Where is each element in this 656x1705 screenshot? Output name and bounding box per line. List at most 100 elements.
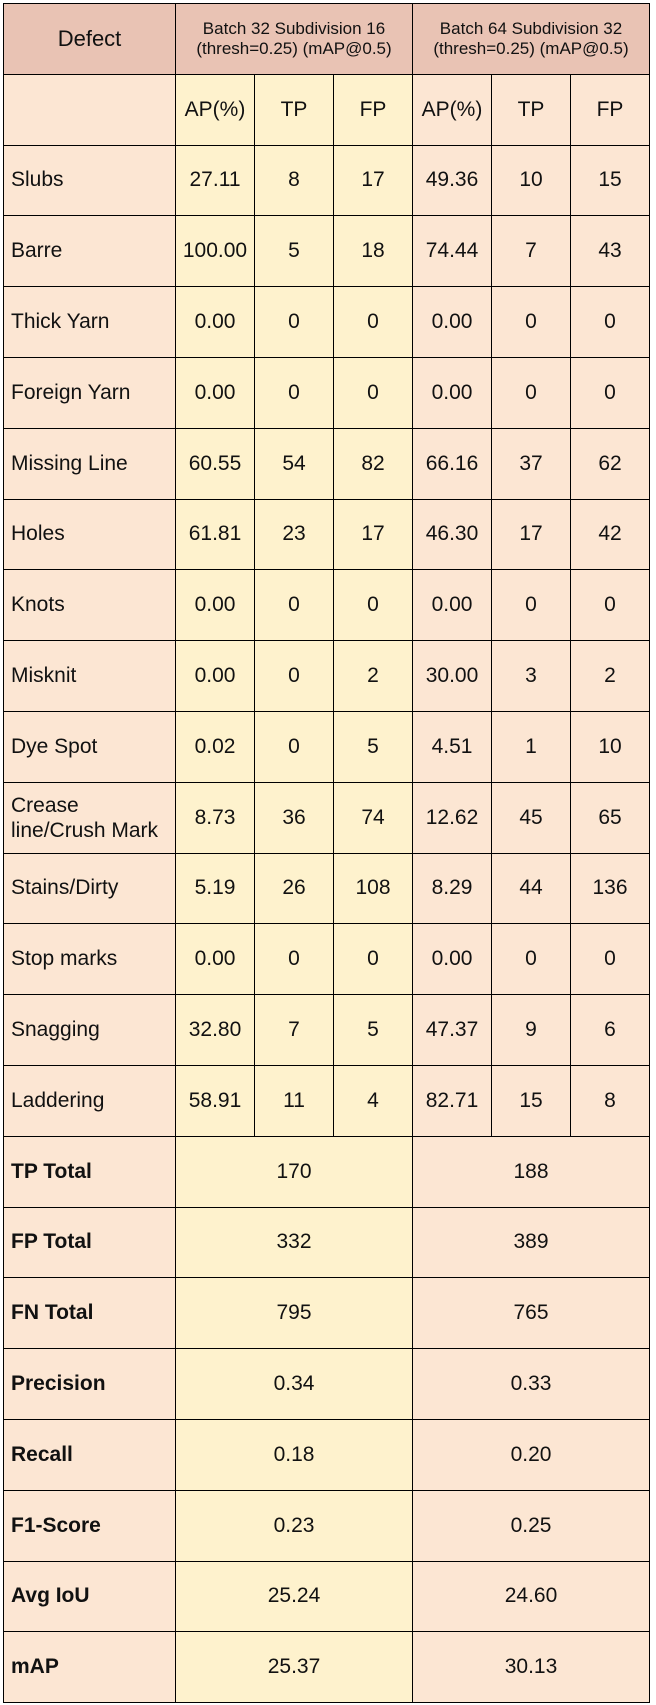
- cell-ap-2: 0.00: [412, 356, 492, 429]
- defect-row: Stains/Dirty 5.19 26 108 8.29 44 136: [3, 852, 650, 925]
- cell-fp-1: 82: [333, 427, 413, 500]
- summary-row: FP Total 332 389: [3, 1206, 650, 1279]
- header-group-batch32: Batch 32 Subdivision 16 (thresh=0.25) (m…: [175, 3, 413, 75]
- defect-label: Snagging: [3, 994, 176, 1066]
- cell-tp-1: 11: [254, 1064, 334, 1137]
- subheader-fp-2: FP: [570, 73, 650, 146]
- defect-label: Crease line/Crush Mark: [3, 781, 176, 854]
- cell-fp-2: 0: [570, 569, 650, 642]
- cell-tp-1: 36: [254, 781, 334, 854]
- subheader-tp-1: TP: [254, 73, 334, 146]
- summary-value-batch64: 0.20: [412, 1418, 650, 1491]
- defect-label: Laddering: [3, 1064, 176, 1137]
- defect-row: Snagging 32.80 7 5 47.37 9 6: [3, 994, 650, 1066]
- header-group-batch64: Batch 64 Subdivision 32 (thresh=0.25) (m…: [412, 3, 650, 75]
- cell-fp-1: 0: [333, 923, 413, 996]
- defect-row: Knots 0.00 0 0 0.00 0 0: [3, 569, 650, 642]
- cell-fp-2: 0: [570, 923, 650, 996]
- subheader-fp-1: FP: [333, 73, 413, 146]
- cell-tp-1: 0: [254, 923, 334, 996]
- cell-fp-1: 17: [333, 498, 413, 571]
- cell-tp-1: 8: [254, 144, 334, 217]
- cell-tp-2: 15: [491, 1064, 571, 1137]
- summary-value-batch64: 389: [412, 1206, 650, 1279]
- cell-fp-2: 42: [570, 498, 650, 571]
- cell-tp-1: 26: [254, 852, 334, 925]
- summary-label: Avg IoU: [3, 1560, 176, 1633]
- cell-ap-1: 0.00: [175, 286, 255, 358]
- cell-tp-2: 0: [491, 356, 571, 429]
- summary-row: F1-Score 0.23 0.25: [3, 1489, 650, 1562]
- defect-label: Stains/Dirty: [3, 852, 176, 925]
- cell-tp-1: 5: [254, 215, 334, 288]
- summary-value-batch64: 0.33: [412, 1348, 650, 1420]
- cell-tp-2: 1: [491, 710, 571, 783]
- cell-ap-2: 49.36: [412, 144, 492, 217]
- cell-ap-1: 100.00: [175, 215, 255, 288]
- header-defect: Defect: [3, 3, 176, 75]
- cell-fp-1: 5: [333, 710, 413, 783]
- cell-ap-2: 66.16: [412, 427, 492, 500]
- defect-row: Missing Line 60.55 54 82 66.16 37 62: [3, 427, 650, 500]
- cell-fp-1: 4: [333, 1064, 413, 1137]
- cell-tp-1: 7: [254, 994, 334, 1066]
- summary-row: Precision 0.34 0.33: [3, 1348, 650, 1420]
- cell-fp-1: 74: [333, 781, 413, 854]
- cell-fp-1: 108: [333, 852, 413, 925]
- summary-value-batch64: 188: [412, 1135, 650, 1208]
- subheader-ap-1: AP(%): [175, 73, 255, 146]
- cell-tp-2: 0: [491, 569, 571, 642]
- cell-tp-2: 17: [491, 498, 571, 571]
- cell-ap-1: 61.81: [175, 498, 255, 571]
- summary-value-batch32: 25.24: [175, 1560, 413, 1633]
- summary-row: Recall 0.18 0.20: [3, 1418, 650, 1491]
- summary-value-batch32: 332: [175, 1206, 413, 1279]
- cell-tp-2: 37: [491, 427, 571, 500]
- cell-ap-2: 74.44: [412, 215, 492, 288]
- cell-ap-2: 47.37: [412, 994, 492, 1066]
- summary-label: Recall: [3, 1418, 176, 1491]
- summary-value-batch32: 795: [175, 1277, 413, 1350]
- summary-label: Precision: [3, 1348, 176, 1420]
- subheader-row: AP(%) TP FP AP(%) TP FP: [3, 73, 650, 146]
- cell-tp-2: 3: [491, 640, 571, 712]
- defect-label: Slubs: [3, 144, 176, 217]
- cell-fp-2: 8: [570, 1064, 650, 1137]
- cell-tp-1: 54: [254, 427, 334, 500]
- summary-label: FN Total: [3, 1277, 176, 1350]
- cell-fp-2: 2: [570, 640, 650, 712]
- cell-tp-1: 0: [254, 286, 334, 358]
- cell-fp-2: 15: [570, 144, 650, 217]
- defect-label: Thick Yarn: [3, 286, 176, 358]
- cell-ap-1: 8.73: [175, 781, 255, 854]
- cell-tp-1: 0: [254, 710, 334, 783]
- cell-ap-1: 0.02: [175, 710, 255, 783]
- cell-tp-2: 9: [491, 994, 571, 1066]
- cell-tp-1: 0: [254, 640, 334, 712]
- cell-tp-2: 0: [491, 286, 571, 358]
- summary-value-batch32: 0.34: [175, 1348, 413, 1420]
- cell-ap-1: 0.00: [175, 923, 255, 996]
- cell-tp-1: 0: [254, 356, 334, 429]
- cell-fp-2: 62: [570, 427, 650, 500]
- summary-value-batch64: 765: [412, 1277, 650, 1350]
- cell-ap-1: 27.11: [175, 144, 255, 217]
- results-table: Defect Batch 32 Subdivision 16 (thresh=0…: [3, 3, 650, 1704]
- summary-label: TP Total: [3, 1135, 176, 1208]
- cell-ap-1: 0.00: [175, 640, 255, 712]
- cell-tp-2: 44: [491, 852, 571, 925]
- cell-fp-2: 0: [570, 286, 650, 358]
- summary-row: mAP 25.37 30.13: [3, 1631, 650, 1704]
- cell-ap-2: 46.30: [412, 498, 492, 571]
- cell-fp-1: 18: [333, 215, 413, 288]
- cell-ap-2: 4.51: [412, 710, 492, 783]
- defect-row: Misknit 0.00 0 2 30.00 3 2: [3, 640, 650, 712]
- cell-tp-2: 0: [491, 923, 571, 996]
- cell-ap-2: 0.00: [412, 286, 492, 358]
- summary-value-batch32: 0.18: [175, 1418, 413, 1491]
- cell-ap-2: 8.29: [412, 852, 492, 925]
- cell-ap-1: 5.19: [175, 852, 255, 925]
- summary-row: TP Total 170 188: [3, 1135, 650, 1208]
- subheader-ap-2: AP(%): [412, 73, 492, 146]
- summary-value-batch64: 24.60: [412, 1560, 650, 1633]
